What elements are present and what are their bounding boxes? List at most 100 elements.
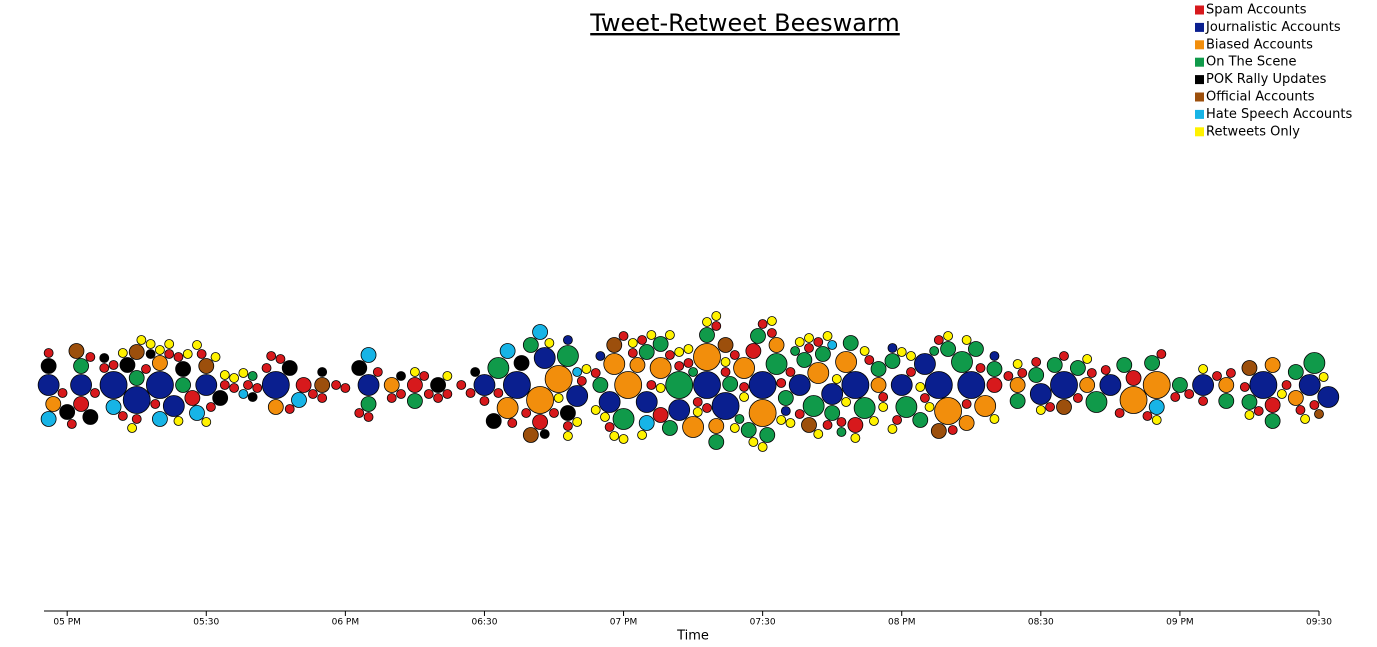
bubble xyxy=(887,424,898,434)
bubble xyxy=(152,355,168,371)
bubble xyxy=(1045,402,1055,412)
bubble xyxy=(544,338,555,348)
bubble xyxy=(1239,382,1250,392)
bubble xyxy=(1009,393,1026,409)
bubble xyxy=(822,331,833,341)
bubble xyxy=(943,331,953,341)
bubble xyxy=(507,418,518,428)
bubble xyxy=(485,413,502,429)
bubble xyxy=(646,380,657,390)
bubble xyxy=(711,392,740,420)
bubble xyxy=(281,360,298,376)
bubble xyxy=(396,389,406,399)
bubble xyxy=(776,415,787,425)
bubble xyxy=(767,328,777,338)
chart-title: Tweet-Retweet Beeswarm xyxy=(589,9,900,37)
bubble xyxy=(590,368,601,378)
bubble xyxy=(692,397,703,407)
bubble xyxy=(1317,386,1340,408)
bubble xyxy=(720,357,731,367)
bubble xyxy=(850,433,861,443)
bubble xyxy=(768,337,785,353)
bubble xyxy=(1264,357,1281,373)
bubble xyxy=(247,392,258,402)
bubble xyxy=(693,371,721,399)
bubble xyxy=(835,351,857,373)
legend-swatch xyxy=(1195,22,1204,32)
bubble xyxy=(1249,371,1278,399)
bubble xyxy=(206,402,216,412)
bubble xyxy=(699,327,715,343)
bubble xyxy=(1031,357,1042,367)
bubble xyxy=(73,358,89,374)
bubble xyxy=(99,353,110,363)
bubble xyxy=(210,352,221,362)
x-tick-label: 05 PM xyxy=(53,618,81,628)
bubble xyxy=(733,357,755,379)
legend-swatch xyxy=(1195,75,1204,85)
bubble xyxy=(145,349,156,359)
bubble xyxy=(360,347,377,363)
bubble xyxy=(683,358,694,368)
bubble xyxy=(864,355,875,365)
legend-label: Official Accounts xyxy=(1206,90,1315,105)
x-tick-label: 07 PM xyxy=(610,618,638,628)
bubble xyxy=(212,390,229,406)
legend-label: On The Scene xyxy=(1206,55,1297,70)
x-tick-label: 05:30 xyxy=(193,618,219,628)
bubble xyxy=(407,393,423,409)
bubble xyxy=(539,429,550,439)
bubble xyxy=(961,335,972,345)
bubble xyxy=(804,343,814,353)
bubble xyxy=(496,397,519,419)
bubble xyxy=(354,408,365,418)
bubble xyxy=(1264,397,1281,413)
bubble xyxy=(40,358,57,374)
bubble xyxy=(635,391,658,413)
bubble xyxy=(136,335,147,345)
legend-swatch xyxy=(1195,109,1204,119)
bubble xyxy=(729,350,740,360)
bubble xyxy=(196,349,207,359)
bubble xyxy=(465,388,476,398)
bubble xyxy=(1244,410,1255,420)
bubble xyxy=(804,333,814,343)
bubble xyxy=(627,338,638,348)
bubble xyxy=(961,399,972,409)
bubble xyxy=(1079,377,1096,393)
bubble xyxy=(357,374,380,396)
bubble xyxy=(73,396,89,412)
bubble xyxy=(162,395,185,417)
bubble xyxy=(155,345,165,355)
bubble xyxy=(785,418,796,428)
bubble xyxy=(1099,374,1122,396)
bubble xyxy=(740,422,757,438)
bubble xyxy=(1035,405,1046,415)
bubble xyxy=(914,353,936,375)
x-tick-label: 09:30 xyxy=(1306,618,1332,628)
bubble xyxy=(59,404,76,420)
bubble xyxy=(618,331,629,341)
bubble xyxy=(745,343,762,359)
bubble xyxy=(128,344,145,360)
bubble xyxy=(1241,394,1258,410)
bubble xyxy=(722,376,739,392)
bubble xyxy=(70,374,92,396)
bubble xyxy=(739,382,749,392)
bubble xyxy=(1218,393,1235,409)
bubble xyxy=(291,392,307,408)
bubble xyxy=(934,397,962,425)
bubble xyxy=(487,357,510,379)
legend-swatch xyxy=(1195,57,1204,67)
bubble xyxy=(419,371,430,381)
bubble xyxy=(612,408,635,430)
bubble xyxy=(878,392,889,402)
bubble xyxy=(933,335,944,345)
bubble xyxy=(614,371,643,399)
bubble xyxy=(473,374,496,396)
bubble xyxy=(1148,399,1165,415)
bubble xyxy=(117,411,128,421)
bubble xyxy=(1300,414,1310,424)
bubble xyxy=(729,423,740,433)
bubble xyxy=(665,371,694,399)
